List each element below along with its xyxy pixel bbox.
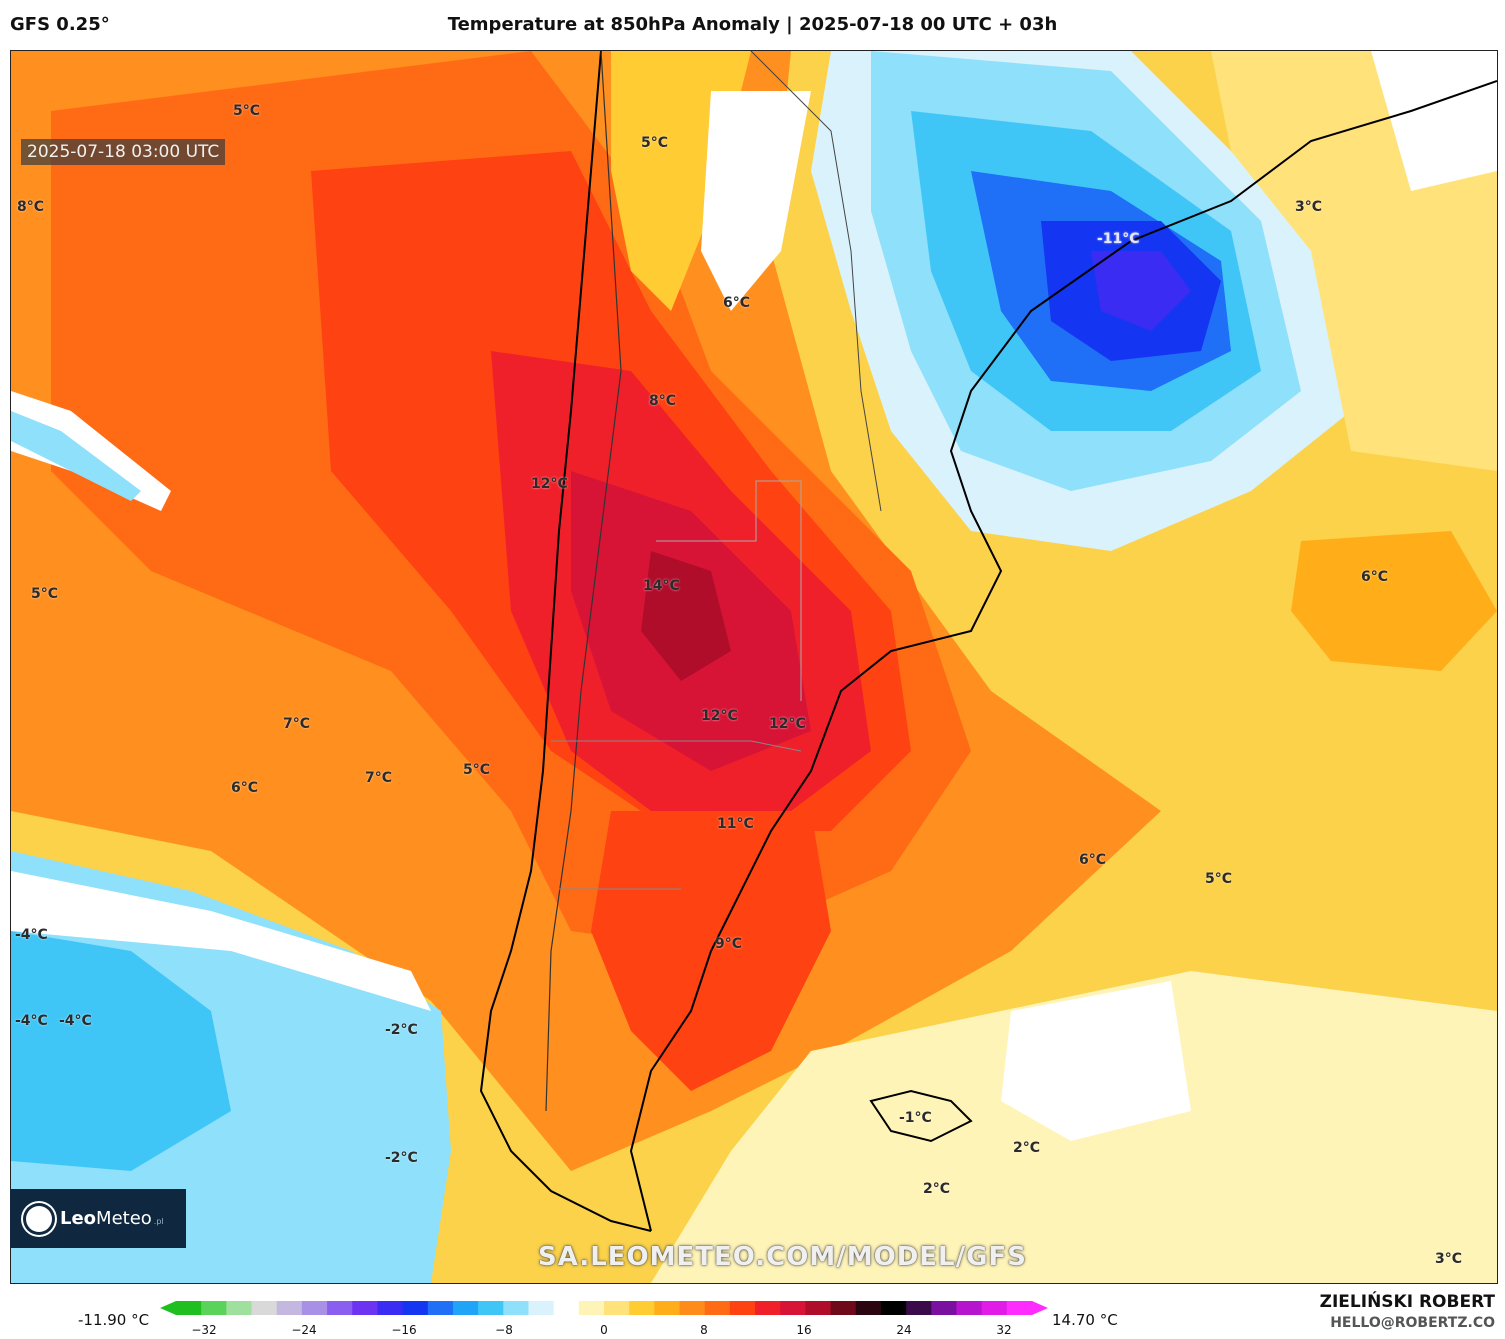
colorbar-tick-label: 24	[896, 1323, 912, 1337]
temp-label: 8°C	[649, 393, 677, 409]
colorbar-segment	[704, 1301, 731, 1315]
colorbar-tick-label: 32	[996, 1323, 1012, 1337]
colorbar-segment	[276, 1301, 303, 1315]
colorbar-segment	[780, 1301, 806, 1315]
temp-label: 6°C	[1079, 852, 1107, 868]
colorbar-segment	[830, 1301, 857, 1315]
colorbar-segment	[528, 1301, 555, 1315]
colorbar-segment	[654, 1301, 681, 1315]
temp-label: 2°C	[923, 1181, 951, 1197]
temp-label: 5°C	[233, 103, 261, 119]
colorbar-segment	[729, 1301, 756, 1315]
colorbar-segment	[604, 1301, 630, 1315]
temp-label: 11°C	[717, 816, 754, 832]
logo-text: LeoMeteo .pl	[60, 1208, 164, 1229]
temp-label: -4°C	[15, 1013, 48, 1029]
colorbar-segment	[377, 1301, 404, 1315]
colorbar-segment	[452, 1301, 479, 1315]
temp-label: 6°C	[231, 780, 259, 796]
author-credit: ZIELIŃSKI ROBERT	[1319, 1292, 1495, 1312]
colorbar-tick-label: −8	[495, 1323, 513, 1337]
valid-time-badge: 2025-07-18 03:00 UTC	[21, 139, 226, 165]
temp-label: -11°C	[1097, 231, 1140, 247]
colorbar-tick-label: 0	[600, 1323, 608, 1337]
temp-label: 14°C	[643, 578, 680, 594]
temp-label: 12°C	[701, 708, 738, 724]
colorbar-segment	[327, 1301, 353, 1315]
colorbar-tick-label: 8	[700, 1323, 708, 1337]
temp-label: 5°C	[463, 762, 491, 778]
colorbar-min-label: -11.90 °C	[78, 1311, 150, 1329]
temp-label: -2°C	[385, 1022, 418, 1038]
temp-label: 5°C	[1205, 871, 1233, 887]
author-email[interactable]: HELLO@ROBERTZ.CO	[1330, 1315, 1495, 1331]
temp-label: 7°C	[283, 716, 311, 732]
temp-label: -4°C	[59, 1013, 92, 1029]
temp-label: 5°C	[641, 135, 669, 151]
colorbar-segment	[880, 1301, 907, 1315]
colorbar-segment	[805, 1301, 832, 1315]
colorbar-tick-label: 16	[796, 1323, 812, 1337]
temp-label: 3°C	[1435, 1251, 1463, 1267]
temp-label: 5°C	[31, 586, 59, 602]
colorbar-arrow-right	[1032, 1301, 1048, 1315]
colorbar-arrow-left	[160, 1301, 176, 1315]
colorbar-segment	[553, 1301, 580, 1315]
colorbar-segment	[931, 1301, 957, 1315]
colorbar-max-label: 14.70 °C	[1052, 1311, 1118, 1329]
temp-label: 8°C	[17, 199, 45, 215]
anomaly-field	[11, 51, 1497, 1283]
colorbar	[160, 1300, 1048, 1315]
colorbar-segment	[1006, 1301, 1033, 1315]
source-watermark: SA.LEOMETEO.COM/MODEL/GFS	[538, 1242, 1027, 1272]
colorbar-segment	[755, 1301, 781, 1315]
colorbar-segment	[855, 1301, 882, 1315]
colorbar-segment	[251, 1301, 278, 1315]
temp-label: -4°C	[15, 927, 48, 943]
temp-label: 7°C	[365, 770, 393, 786]
temp-label: 3°C	[1295, 199, 1323, 215]
colorbar-segment	[402, 1301, 429, 1315]
map-title: Temperature at 850hPa Anomaly | 2025-07-…	[447, 14, 1058, 35]
temp-label: 12°C	[769, 716, 806, 732]
colorbar-tick-label: −24	[291, 1323, 317, 1337]
colorbar-segment	[478, 1301, 504, 1315]
colorbar-tick-label: −32	[191, 1323, 217, 1337]
colorbar-segment	[427, 1301, 454, 1315]
leometeo-logo[interactable]: LeoMeteo .pl	[10, 1189, 186, 1248]
colorbar-segment	[679, 1301, 706, 1315]
colorbar-segment	[629, 1301, 655, 1315]
colorbar-segment	[176, 1301, 202, 1315]
temp-label: -1°C	[899, 1110, 932, 1126]
temp-label: -2°C	[385, 1150, 418, 1166]
temp-label: 2°C	[1013, 1140, 1041, 1156]
colorbar-segment	[956, 1301, 983, 1315]
model-name: GFS 0.25°	[10, 14, 110, 35]
colorbar-segment	[201, 1301, 227, 1315]
colorbar-tick-label: −16	[391, 1323, 417, 1337]
colorbar-segment	[226, 1301, 253, 1315]
colorbar-segment	[301, 1301, 328, 1315]
colorbar-gradient	[160, 1301, 1048, 1315]
colorbar-segment	[503, 1301, 529, 1315]
temp-label: 6°C	[723, 295, 751, 311]
temp-label: 12°C	[531, 476, 568, 492]
colorbar-segment	[578, 1301, 605, 1315]
colorbar-segment	[906, 1301, 932, 1315]
colorbar-segment	[352, 1301, 378, 1315]
map-canvas[interactable]: 2025-07-18 03:00 UTC 5°C 8°C 5°C 6°C 8°C…	[10, 50, 1498, 1284]
temp-label: 9°C	[715, 936, 743, 952]
temp-label: 6°C	[1361, 569, 1389, 585]
sun-icon	[26, 1205, 52, 1232]
colorbar-segment	[981, 1301, 1008, 1315]
